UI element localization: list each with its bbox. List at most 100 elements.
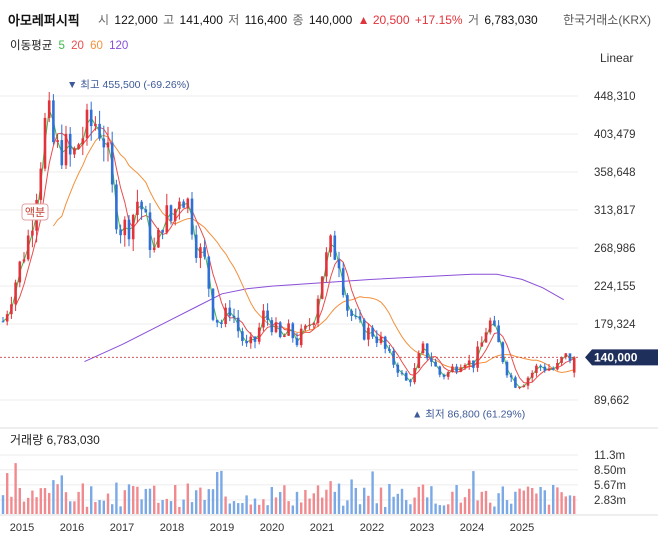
volume-bar [354, 487, 357, 514]
price-y-tick-label: 403,479 [594, 129, 636, 141]
ma-5-label[interactable]: 5 [58, 40, 65, 52]
candle-body [127, 219, 131, 240]
scale-toggle-button[interactable]: Linear [600, 51, 634, 65]
x-tick-label: 2020 [260, 522, 284, 534]
candle-body [337, 259, 341, 269]
candle-body [409, 380, 412, 383]
volume-y-tick-label: 8.50m [594, 465, 626, 477]
candle-body [287, 323, 290, 336]
candle-body [333, 235, 337, 260]
candle-body [5, 314, 9, 322]
x-tick-label: 2018 [160, 522, 184, 534]
x-tick-label: 2016 [60, 522, 84, 534]
volume-bar [505, 500, 509, 514]
volume-bar [438, 505, 441, 514]
candle-body [530, 372, 534, 378]
candle-body [375, 336, 379, 343]
candle-body [312, 322, 316, 325]
candle-body [396, 364, 400, 373]
candle-body [497, 325, 500, 343]
candle-body [56, 140, 59, 143]
candle-body [257, 327, 261, 342]
candle-body [228, 307, 232, 316]
volume-bar [396, 493, 399, 514]
candle-body [102, 138, 106, 148]
volume-bar [455, 485, 458, 514]
high-label: 고 [163, 13, 175, 27]
ma-legend-label: 이동평균 [10, 40, 53, 52]
volume-bar [312, 493, 315, 514]
candle-body [572, 357, 576, 373]
stock-name: 아모레퍼시픽 [8, 13, 80, 28]
volume-bar [1, 495, 5, 514]
ma-120-label[interactable]: 120 [109, 40, 129, 52]
volume-bar [543, 490, 546, 514]
volume-bar [228, 503, 231, 514]
candle-body [421, 343, 425, 354]
candle-body [60, 140, 64, 166]
volume-bar [375, 503, 378, 514]
ma-20-label[interactable]: 20 [71, 40, 84, 52]
low-label: 저 [228, 13, 240, 27]
candle-body [136, 201, 139, 215]
volume-bar [31, 490, 34, 514]
candle-body [383, 336, 387, 349]
volume-bar [539, 486, 542, 514]
candle-body [329, 235, 332, 253]
volume-bar [476, 500, 479, 514]
volume-bar [94, 502, 97, 514]
min-price-annotation: ▲ 최저 86,800 (61.29%) [412, 408, 525, 420]
volume-bar [321, 497, 324, 514]
candle-body [278, 322, 282, 337]
candle-body [308, 324, 311, 326]
volume-bar [413, 497, 416, 514]
volume-bar [90, 486, 93, 514]
candle-body [451, 366, 454, 373]
candle-body [392, 351, 395, 365]
candle-body [39, 168, 43, 200]
price-summary-header: 아모레퍼시픽 시 122,000 고 141,400 저 116,400 종 1… [8, 8, 653, 28]
candle-body [31, 230, 34, 236]
high-value: 141,400 [179, 13, 223, 27]
candle-body [467, 360, 471, 365]
candle-body [379, 336, 383, 343]
volume-bar [568, 495, 572, 514]
volume-bar [342, 505, 345, 514]
candle-body [526, 377, 530, 386]
volume-bar [573, 495, 576, 514]
ma-60-label[interactable]: 60 [90, 40, 103, 52]
volume-bar [245, 495, 248, 514]
candle-body [236, 317, 240, 332]
candle-body [367, 327, 370, 340]
candle-body [295, 338, 299, 346]
candle-body [144, 209, 148, 213]
candle-body [10, 304, 13, 315]
volume-bar [224, 496, 227, 514]
volume-bar [14, 463, 17, 514]
volume-panel-title: 거래량 6,783,030 [10, 433, 100, 447]
candle-body [505, 361, 509, 376]
candle-body [262, 310, 265, 328]
candle-body [165, 205, 169, 233]
candle-body [14, 282, 17, 305]
volume-bar [442, 505, 446, 514]
volume-bar [547, 504, 551, 514]
volume-bar [287, 501, 290, 514]
candle-body [501, 342, 505, 362]
candle-body [18, 261, 22, 283]
volume-bar [106, 493, 110, 514]
candle-body [291, 323, 295, 339]
candle-body [539, 365, 542, 367]
volume-bar [232, 501, 236, 514]
candle-body [556, 362, 559, 370]
volume-bar [237, 503, 240, 514]
x-tick-label: 2025 [510, 522, 534, 534]
candle-body [26, 235, 30, 260]
volume-bar [136, 486, 139, 514]
volume-bar [123, 490, 126, 514]
candle-body [425, 343, 429, 359]
candle-body [514, 377, 517, 388]
candle-body [270, 320, 274, 333]
candle-body [564, 353, 568, 358]
